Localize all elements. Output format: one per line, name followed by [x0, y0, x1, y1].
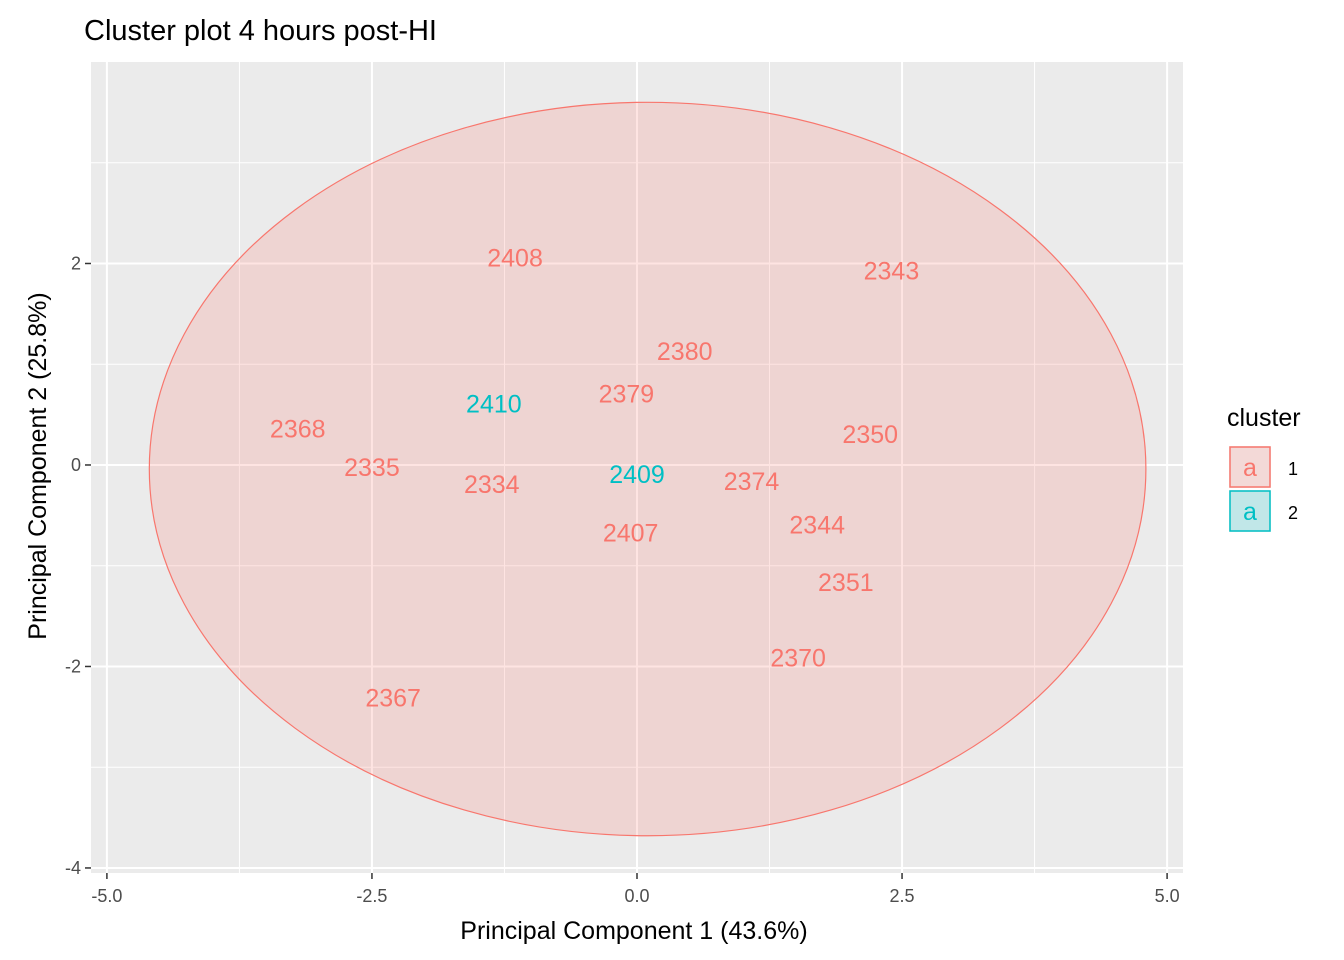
- point-label-2350: 2350: [842, 421, 898, 449]
- y-tick-label: -4: [65, 858, 81, 878]
- x-axis: -5.0 -2.5 0.0 2.5 5.0: [91, 873, 1180, 906]
- point-label-2334: 2334: [464, 471, 520, 499]
- point-label-2409: 2409: [609, 461, 665, 489]
- x-tick-label: -2.5: [356, 886, 387, 906]
- grid-major: [91, 62, 1183, 873]
- legend-key-bg: [1229, 490, 1271, 532]
- legend-key-glyph: a: [1243, 498, 1257, 526]
- point-label-2343: 2343: [864, 258, 920, 286]
- point-label-2335: 2335: [344, 454, 400, 482]
- point-label-2380: 2380: [657, 338, 713, 366]
- point-label-2379: 2379: [599, 380, 655, 408]
- chart-title: Cluster plot 4 hours post-HI: [84, 15, 437, 47]
- cluster-1-ellipse: [148, 101, 1147, 837]
- point-label-2370: 2370: [770, 644, 826, 672]
- point-label-2367: 2367: [365, 685, 421, 713]
- legend-title: cluster: [1227, 404, 1301, 432]
- ellipse-layer: [148, 101, 1147, 837]
- legend-label-2: 2: [1288, 503, 1298, 523]
- y-axis-title: Principal Component 2 (25.8%): [24, 292, 52, 639]
- point-label-2368: 2368: [270, 416, 326, 444]
- point-label-2351: 2351: [818, 569, 874, 597]
- y-axis: -4 -2 0 2: [65, 253, 91, 878]
- x-axis-title: Principal Component 1 (43.6%): [460, 917, 807, 945]
- point-label-2344: 2344: [789, 511, 845, 539]
- legend-key-bg: [1229, 446, 1271, 488]
- x-tick-label: 0.0: [624, 886, 649, 906]
- x-tick-label: 2.5: [890, 886, 915, 906]
- point-label-2410: 2410: [466, 391, 522, 419]
- y-tick-label: -2: [65, 656, 81, 676]
- x-tick-label: 5.0: [1155, 886, 1180, 906]
- x-tick-label: -5.0: [91, 886, 122, 906]
- legend-label-1: 1: [1288, 459, 1298, 479]
- legend-key-1: [1229, 446, 1271, 488]
- legend-key-glyph: a: [1243, 454, 1257, 482]
- point-label-2374: 2374: [724, 468, 780, 496]
- legend: cluster a 1 a 2: [1227, 404, 1301, 532]
- point-label-2407: 2407: [603, 519, 659, 547]
- y-tick-label: 2: [71, 253, 81, 273]
- legend-entries: a 1 a 2: [1229, 446, 1298, 532]
- point-label-2408: 2408: [487, 244, 543, 272]
- y-tick-label: 0: [71, 455, 81, 475]
- legend-key-2: [1229, 490, 1271, 532]
